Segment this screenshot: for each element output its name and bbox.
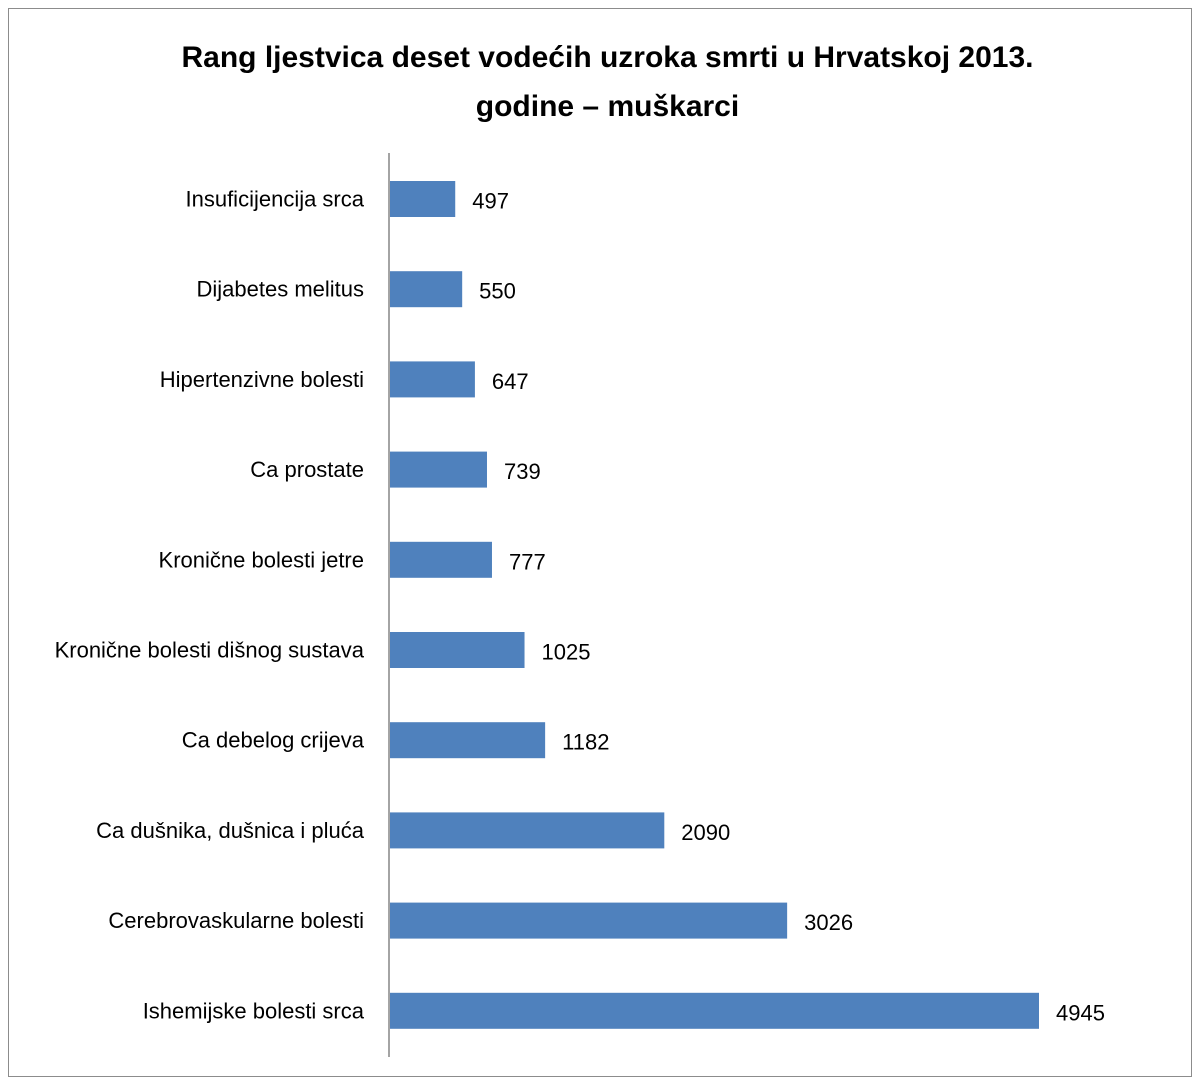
chart-title-line-2: godine – muškarci bbox=[475, 90, 740, 123]
bars-layer bbox=[390, 181, 1039, 1029]
data-label: 497 bbox=[472, 189, 509, 214]
category-label: Ca dušnika, dušnica i pluća bbox=[96, 818, 365, 843]
chart-frame bbox=[8, 8, 1192, 1077]
bar bbox=[390, 632, 525, 668]
category-label: Insuficijencija srca bbox=[185, 187, 364, 212]
chart-title-line-1: Rang ljestvica deset vodećih uzroka smrt… bbox=[181, 41, 1034, 74]
data-label: 550 bbox=[479, 279, 516, 304]
bar bbox=[390, 992, 1039, 1029]
category-label: Ca debelog crijeva bbox=[182, 728, 365, 753]
chart-title: Rang ljestvica deset vodećih uzroka smrt… bbox=[0, 33, 1195, 131]
bar bbox=[390, 271, 463, 308]
bar bbox=[390, 722, 546, 759]
category-label: Hipertenzivne bolesti bbox=[160, 367, 364, 392]
data-label: 1182 bbox=[562, 730, 609, 755]
labels-layer: Insuficijencija srca 497 Dijabetes melitus… bbox=[55, 187, 1105, 1026]
category-label: Kronične bolesti dišnog sustava bbox=[55, 638, 365, 663]
data-label: 3026 bbox=[804, 910, 853, 935]
category-label: Ishemijske bolesti srca bbox=[143, 998, 365, 1023]
data-label: 777 bbox=[509, 549, 546, 574]
data-label: 4945 bbox=[1056, 1000, 1105, 1025]
data-label: 1025 bbox=[542, 640, 591, 665]
bar bbox=[390, 361, 475, 398]
bar bbox=[390, 181, 456, 217]
bar bbox=[390, 541, 492, 578]
data-label: 739 bbox=[504, 459, 541, 484]
category-label: Cerebrovaskularne bolesti bbox=[108, 908, 364, 933]
bar bbox=[390, 902, 788, 939]
category-label: Ca prostate bbox=[250, 457, 364, 482]
category-label: Kronične bolesti jetre bbox=[159, 547, 364, 572]
data-label: 2090 bbox=[681, 820, 730, 845]
category-label: Dijabetes melitus bbox=[196, 277, 364, 302]
bar bbox=[390, 812, 665, 849]
bar bbox=[390, 451, 487, 488]
data-label: 647 bbox=[492, 369, 529, 394]
